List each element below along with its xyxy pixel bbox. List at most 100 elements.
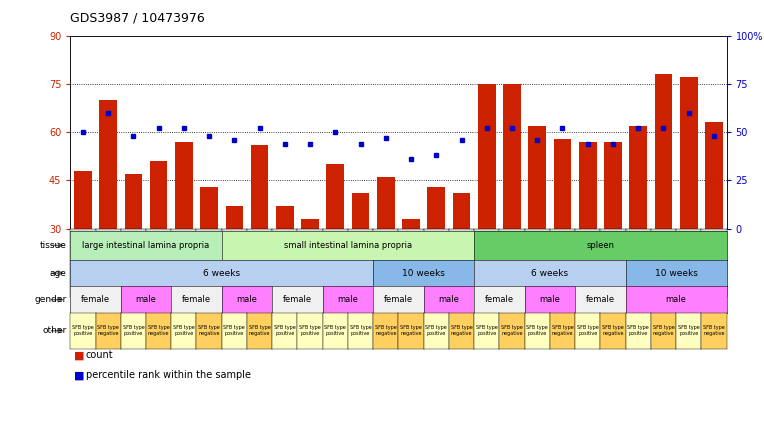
Text: gender: gender — [34, 295, 66, 304]
Text: SFB type
positive: SFB type positive — [627, 325, 649, 336]
Text: GSM738783: GSM738783 — [686, 232, 691, 270]
Bar — [251, 145, 268, 229]
Text: 10 weeks: 10 weeks — [655, 269, 698, 278]
Text: spleen: spleen — [586, 241, 614, 250]
Text: SFB type
negative: SFB type negative — [501, 325, 523, 336]
Text: male: male — [135, 295, 157, 304]
Text: GSM738778: GSM738778 — [384, 232, 388, 270]
Bar — [529, 126, 546, 229]
Text: female: female — [384, 295, 413, 304]
Text: SFB type
positive: SFB type positive — [325, 325, 346, 336]
Bar — [351, 193, 370, 229]
Text: ■: ■ — [74, 370, 85, 380]
Text: SFB type
negative: SFB type negative — [198, 325, 220, 336]
Text: SFB type
positive: SFB type positive — [224, 325, 245, 336]
Text: GSM738799: GSM738799 — [156, 232, 161, 270]
Bar — [150, 161, 167, 229]
Text: SFB type
negative: SFB type negative — [97, 325, 119, 336]
Bar — [99, 100, 117, 229]
Text: count: count — [86, 350, 113, 360]
Text: SFB type
positive: SFB type positive — [526, 325, 548, 336]
Text: GSM738801: GSM738801 — [181, 232, 186, 270]
Bar — [276, 206, 293, 229]
Text: GSM738800: GSM738800 — [105, 232, 111, 270]
Bar — [200, 187, 218, 229]
Text: GSM738780: GSM738780 — [231, 232, 237, 270]
Bar — [402, 219, 420, 229]
Text: GSM738794: GSM738794 — [535, 232, 539, 270]
Text: SFB type
positive: SFB type positive — [122, 325, 144, 336]
Text: age: age — [50, 269, 66, 278]
Bar — [655, 74, 672, 229]
Text: GSM738790: GSM738790 — [409, 232, 413, 270]
Text: SFB type
positive: SFB type positive — [72, 325, 94, 336]
Bar — [680, 77, 698, 229]
Text: GSM738781: GSM738781 — [308, 232, 312, 270]
Text: SFB type
positive: SFB type positive — [299, 325, 321, 336]
Text: GSM738782: GSM738782 — [636, 232, 641, 270]
Text: SFB type
positive: SFB type positive — [426, 325, 447, 336]
Text: GSM738796: GSM738796 — [661, 232, 666, 270]
Text: female: female — [586, 295, 615, 304]
Text: GSM738779: GSM738779 — [434, 232, 439, 270]
Bar — [175, 142, 193, 229]
Text: GSM738798: GSM738798 — [80, 232, 86, 270]
Bar — [630, 126, 647, 229]
Text: GSM738787: GSM738787 — [333, 232, 338, 270]
Text: 6 weeks: 6 weeks — [531, 269, 568, 278]
Bar — [503, 84, 521, 229]
Text: SFB type
positive: SFB type positive — [476, 325, 497, 336]
Text: GSM738791: GSM738791 — [459, 232, 464, 270]
Text: GSM738803: GSM738803 — [206, 232, 212, 270]
Text: SFB type
negative: SFB type negative — [552, 325, 573, 336]
Bar — [554, 139, 571, 229]
Text: SFB type
negative: SFB type negative — [400, 325, 422, 336]
Bar — [478, 84, 496, 229]
Text: male: male — [665, 295, 687, 304]
Text: SFB type
negative: SFB type negative — [652, 325, 675, 336]
Text: GSM738792: GSM738792 — [510, 232, 514, 270]
Text: GSM738789: GSM738789 — [358, 232, 363, 270]
Text: SFB type
negative: SFB type negative — [451, 325, 472, 336]
Text: male: male — [539, 295, 560, 304]
Text: SFB type
positive: SFB type positive — [173, 325, 195, 336]
Text: GSM738797: GSM738797 — [711, 232, 717, 270]
Text: ■: ■ — [74, 350, 85, 360]
Text: GSM738793: GSM738793 — [585, 232, 591, 270]
Text: GSM738785: GSM738785 — [560, 232, 565, 270]
Text: large intestinal lamina propria: large intestinal lamina propria — [83, 241, 209, 250]
Text: other: other — [42, 326, 66, 335]
Text: SFB type
negative: SFB type negative — [602, 325, 624, 336]
Text: female: female — [485, 295, 514, 304]
Text: male: male — [439, 295, 459, 304]
Text: tissue: tissue — [40, 241, 66, 250]
Text: 10 weeks: 10 weeks — [402, 269, 445, 278]
Text: female: female — [182, 295, 211, 304]
Text: GDS3987 / 10473976: GDS3987 / 10473976 — [70, 11, 205, 24]
Text: SFB type
positive: SFB type positive — [350, 325, 371, 336]
Bar — [301, 219, 319, 229]
Bar — [74, 171, 92, 229]
Text: male: male — [338, 295, 358, 304]
Text: SFB type
positive: SFB type positive — [577, 325, 599, 336]
Bar — [125, 174, 142, 229]
Text: SFB type
positive: SFB type positive — [274, 325, 296, 336]
Text: male: male — [237, 295, 257, 304]
Text: GSM738784: GSM738784 — [484, 232, 489, 270]
Bar — [604, 142, 622, 229]
Text: 6 weeks: 6 weeks — [203, 269, 241, 278]
Text: GSM738788: GSM738788 — [283, 232, 287, 270]
Text: percentile rank within the sample: percentile rank within the sample — [86, 370, 251, 380]
Text: SFB type
negative: SFB type negative — [249, 325, 270, 336]
Bar — [225, 206, 243, 229]
Text: SFB type
negative: SFB type negative — [703, 325, 725, 336]
Bar — [377, 177, 395, 229]
Text: GSM738802: GSM738802 — [131, 232, 136, 270]
Text: GSM738795: GSM738795 — [610, 232, 616, 270]
Bar — [453, 193, 471, 229]
Bar — [427, 187, 445, 229]
Bar — [579, 142, 597, 229]
Text: SFB type
negative: SFB type negative — [147, 325, 170, 336]
Text: SFB type
positive: SFB type positive — [678, 325, 700, 336]
Text: SFB type
negative: SFB type negative — [375, 325, 397, 336]
